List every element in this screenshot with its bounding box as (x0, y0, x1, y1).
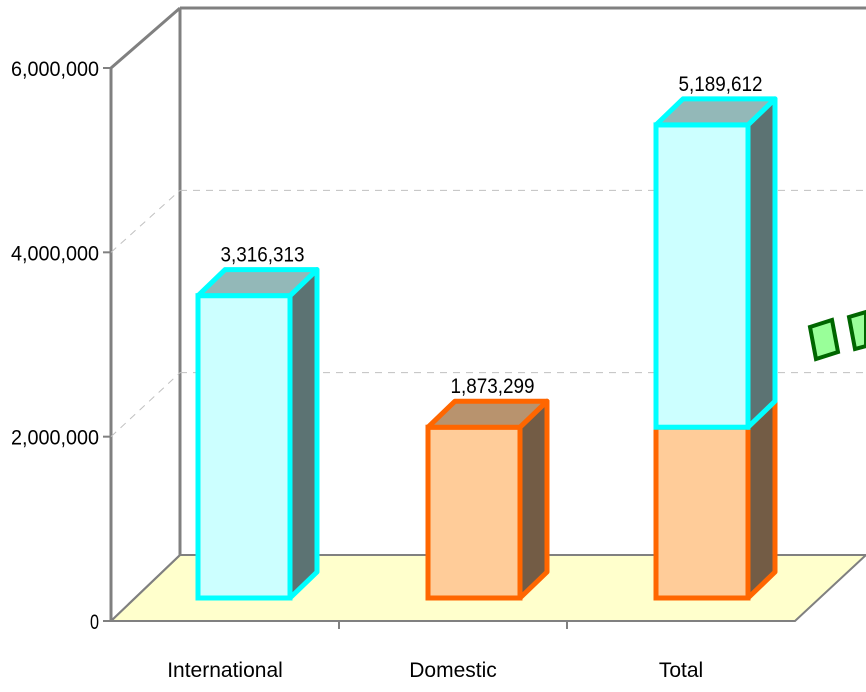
bar-top-international (653, 96, 778, 128)
labels: 0 2,000,000 4,000,000 6,000,000 Internationa… (11, 58, 763, 682)
bar-side-domestic (517, 398, 550, 601)
y-tick-label: 6,000,000 (11, 58, 99, 81)
data-label: 5,189,612 (679, 73, 763, 96)
x-category-label: International (167, 659, 283, 682)
partial-shape (846, 309, 866, 352)
bar-side-international (745, 96, 778, 430)
bar-international (653, 122, 751, 430)
partial-shape (807, 317, 841, 362)
bar-side-domestic (745, 398, 778, 601)
y-tick-label: 4,000,000 (11, 242, 99, 265)
decorations (807, 309, 866, 362)
data-label: 1,873,299 (451, 375, 535, 398)
data-label: 3,316,313 (221, 244, 305, 267)
bar-top-domestic (425, 398, 550, 430)
bar-international (195, 293, 293, 601)
gridline-side (110, 372, 181, 438)
y-tick-label: 0 (90, 611, 99, 634)
bar-top-international (195, 267, 320, 299)
x-category-label: Domestic (409, 659, 497, 682)
bar-domestic (425, 424, 523, 601)
side-wall-top-edge (110, 6, 181, 70)
side-wall-bottom-edge (110, 554, 181, 622)
gridline-side (110, 189, 181, 253)
y-tick-label: 2,000,000 (11, 427, 99, 450)
grid-lines (110, 189, 866, 438)
bar-side-international (287, 267, 320, 601)
x-category-label: Total (659, 659, 703, 682)
bar-domestic (653, 424, 751, 601)
bars (195, 96, 778, 601)
